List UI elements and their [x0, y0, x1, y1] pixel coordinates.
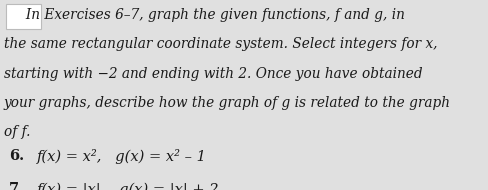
Text: the same rectangular coordinate system. Select integers for x,: the same rectangular coordinate system. …	[4, 37, 437, 51]
Text: of f.: of f.	[4, 125, 30, 139]
Text: starting with −2 and ending with 2. Once you have obtained: starting with −2 and ending with 2. Once…	[4, 66, 423, 81]
Bar	[6, 4, 41, 29]
Text: In Exercises 6–7, graph the given functions, f and g, in: In Exercises 6–7, graph the given functi…	[4, 8, 405, 22]
Text: f(x) = x²,   g(x) = x² – 1: f(x) = x², g(x) = x² – 1	[37, 149, 206, 164]
Text: 7.: 7.	[9, 182, 24, 190]
Text: f(x) = |x|,   g(x) = |x| + 2: f(x) = |x|, g(x) = |x| + 2	[37, 182, 219, 190]
Text: 6.: 6.	[9, 149, 24, 163]
Text: your graphs, describe how the graph of g is related to the graph: your graphs, describe how the graph of g…	[4, 96, 451, 110]
